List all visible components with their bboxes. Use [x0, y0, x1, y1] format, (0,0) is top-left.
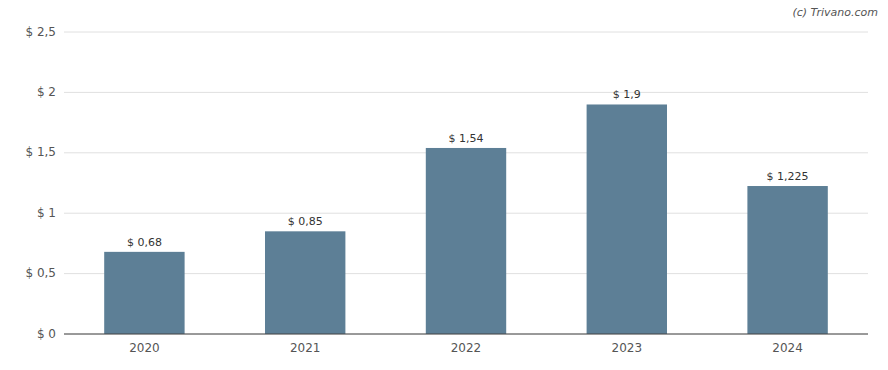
- x-tick-label: 2024: [772, 341, 803, 355]
- y-tick-label: $ 1: [37, 206, 56, 220]
- data-label: $ 0,68: [127, 236, 162, 249]
- y-tick-label: $ 0,5: [25, 266, 56, 280]
- y-ticks: $ 0 $ 0,5 $ 1 $ 1,5 $ 2 $ 2,5: [25, 25, 56, 341]
- x-ticks: 2020 2021 2022 2023 2024: [129, 341, 803, 355]
- bar: [265, 231, 345, 334]
- y-tick-label: $ 2: [37, 85, 56, 99]
- data-label: $ 1,225: [767, 170, 809, 183]
- bar: [426, 148, 506, 334]
- grid-line: [64, 92, 868, 93]
- chart-container: $ 0 $ 0,5 $ 1 $ 1,5 $ 2 $ 2,5 2020 2021 2022 2023…: [0, 0, 888, 370]
- data-label: $ 0,85: [288, 215, 323, 228]
- bars: [104, 104, 828, 334]
- y-tick-label: $ 2,5: [25, 25, 56, 39]
- grid-line: [64, 32, 868, 33]
- x-tick-label: 2021: [290, 341, 321, 355]
- data-label: $ 1,54: [449, 132, 484, 145]
- bar: [747, 186, 827, 334]
- y-tick-label: $ 1,5: [25, 145, 56, 159]
- chart-svg: $ 0 $ 0,5 $ 1 $ 1,5 $ 2 $ 2,5 2020 2021 2022 2023…: [0, 0, 888, 370]
- x-tick-label: 2020: [129, 341, 160, 355]
- y-grid: [64, 32, 868, 334]
- data-labels: $ 0,68 $ 0,85 $ 1,54 $ 1,9 $ 1,225: [127, 88, 809, 248]
- bar: [104, 252, 184, 334]
- data-label: $ 1,9: [613, 88, 641, 101]
- bar: [587, 104, 667, 334]
- x-tick-label: 2022: [451, 341, 482, 355]
- y-tick-label: $ 0: [37, 327, 56, 341]
- x-axis-line: [64, 334, 868, 335]
- grid-line: [64, 334, 868, 335]
- watermark: (c) Trivano.com: [792, 6, 878, 19]
- x-tick-label: 2023: [612, 341, 643, 355]
